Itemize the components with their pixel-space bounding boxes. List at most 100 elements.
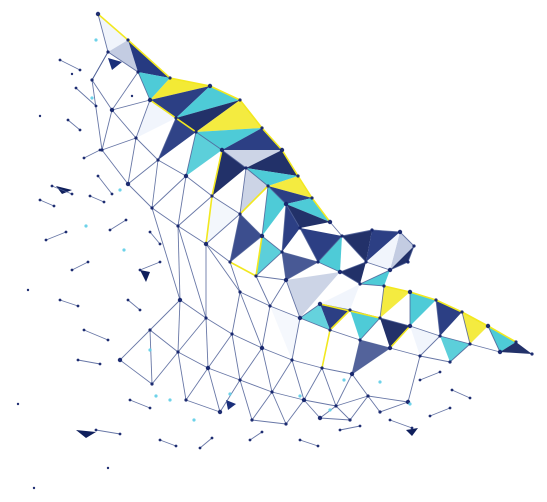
mesh-line (231, 291, 241, 335)
mesh-line (389, 347, 421, 357)
mesh-node (184, 398, 188, 402)
mesh-line (349, 395, 369, 421)
mesh-node (328, 328, 332, 332)
mesh-line (207, 367, 241, 381)
mesh-line (419, 371, 441, 381)
mesh-line (365, 261, 391, 271)
mesh-line (159, 439, 177, 447)
mesh-node (122, 248, 126, 252)
mesh-node (70, 268, 74, 272)
mesh-line (239, 213, 263, 237)
yellow-mesh-line (311, 197, 331, 223)
mesh-node (250, 418, 254, 422)
eagle-facet (366, 230, 400, 262)
mesh-line (91, 79, 113, 111)
mesh-node (358, 424, 362, 428)
mesh-node (407, 323, 413, 329)
mesh-line (291, 359, 305, 401)
mesh-node (530, 352, 534, 356)
mesh-node (290, 358, 294, 362)
mesh-node (448, 406, 452, 410)
mesh-line (439, 335, 471, 345)
mesh-line (389, 419, 413, 429)
mesh-line (179, 299, 207, 319)
mesh-line (231, 333, 241, 381)
mesh-line (39, 199, 55, 207)
mesh-line (211, 195, 241, 215)
mesh-line (487, 325, 501, 353)
mesh-node (317, 301, 323, 307)
mesh-node (364, 260, 368, 264)
mesh-line (149, 329, 153, 385)
mesh-line (129, 399, 151, 409)
mesh-node (230, 332, 234, 336)
mesh-node (174, 444, 178, 448)
mesh-node (64, 230, 68, 234)
mesh-node (340, 234, 344, 238)
eagle-facets (56, 14, 532, 438)
mesh-line (101, 109, 113, 151)
mesh-node (58, 58, 62, 62)
mesh-line (151, 207, 181, 301)
mesh-line (127, 159, 159, 185)
mesh-line (339, 425, 361, 431)
mesh-line (251, 419, 287, 425)
eagle-facet (342, 230, 372, 262)
mesh-line (89, 195, 105, 203)
mesh-node (78, 68, 82, 72)
mesh-node (418, 354, 422, 358)
eagle-facet (222, 150, 282, 168)
mesh-line (321, 367, 337, 407)
mesh-node (90, 96, 94, 100)
mesh-node (74, 86, 78, 90)
mesh-node (382, 284, 386, 288)
mesh-line (341, 235, 367, 263)
mesh-node (378, 380, 382, 384)
mesh-node (90, 78, 94, 82)
mesh-node (177, 297, 183, 303)
eagle-facet (500, 342, 532, 354)
eagle-facet (462, 312, 488, 344)
mesh-node (334, 404, 338, 408)
mesh-node (238, 212, 242, 216)
mesh-node (283, 201, 289, 207)
eagle-facet (390, 232, 414, 270)
mesh-line (267, 185, 287, 205)
mesh-node (407, 289, 413, 295)
mesh-node (183, 173, 189, 179)
mesh-line (303, 399, 321, 419)
mesh-node (397, 229, 403, 235)
mesh-line (149, 329, 179, 353)
mesh-line (291, 359, 323, 369)
mesh-line (269, 305, 301, 319)
mesh-node (70, 192, 74, 196)
mesh-node (109, 107, 115, 113)
mesh-node (497, 349, 503, 355)
mesh-node (310, 196, 314, 200)
eagle-facet (176, 86, 240, 118)
mesh-node (260, 430, 264, 434)
mesh-line (137, 71, 151, 101)
mesh-line (379, 317, 411, 327)
mesh-node (52, 204, 56, 208)
mesh-line (379, 285, 385, 319)
mesh-line (107, 51, 139, 73)
yellow-mesh-line (435, 299, 463, 313)
mesh-node (130, 94, 134, 98)
mesh-line (135, 137, 159, 161)
mesh-node (296, 174, 300, 178)
mesh-node (96, 174, 100, 178)
mesh-node (366, 394, 370, 398)
mesh-node (210, 436, 214, 440)
eagle-facet (270, 306, 300, 360)
yellow-mesh-line (239, 99, 263, 129)
mesh-line (255, 275, 287, 281)
mesh-node (468, 342, 472, 346)
mesh-node (194, 130, 198, 134)
eagle-facet (320, 284, 360, 310)
mesh-node (126, 298, 130, 302)
mesh-node (260, 126, 264, 130)
yellow-mesh-line (239, 185, 269, 215)
mesh-line (91, 51, 109, 81)
